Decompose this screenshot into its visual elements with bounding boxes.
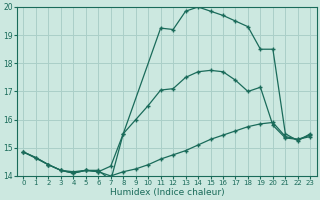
X-axis label: Humidex (Indice chaleur): Humidex (Indice chaleur): [109, 188, 224, 197]
